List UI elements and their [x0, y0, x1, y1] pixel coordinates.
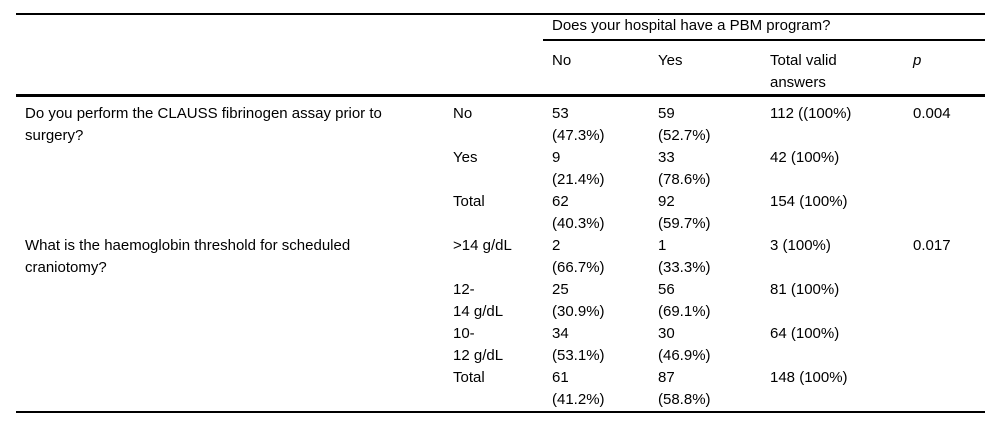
table-row: Total 62 (40.3%) 92 (59.7%) 154 (100%)	[16, 191, 985, 235]
column-header-row: No Yes Total valid answers p	[16, 40, 986, 97]
cell-yes: 30 (46.9%)	[658, 325, 711, 364]
answer-cell: Total	[453, 193, 485, 210]
cell-no: 34 (53.1%)	[552, 325, 605, 364]
cell-no: 53 (47.3%)	[552, 105, 605, 144]
cell-yes: 33 (78.6%)	[658, 149, 711, 188]
cell-total: 3 (100%)	[770, 237, 831, 254]
cell-total: 154 (100%)	[770, 193, 848, 210]
cell-total: 148 (100%)	[770, 369, 848, 386]
cell-p	[904, 191, 985, 235]
cell-no: 61 (41.2%)	[552, 369, 605, 408]
answer-cell: 10- 12 g/dL	[453, 325, 504, 364]
cell-no: 25 (30.9%)	[552, 281, 605, 320]
table-row: Yes 9 (21.4%) 33 (78.6%) 42 (100%)	[16, 147, 985, 191]
question-cell: What is the haemoglobin threshold for sc…	[25, 237, 351, 276]
cell-p	[904, 367, 985, 412]
answer-cell: >14 g/dL	[453, 237, 512, 254]
col-header-total-valid: Total valid answers	[761, 40, 904, 97]
cell-yes: 92 (59.7%)	[658, 193, 711, 232]
cell-yes: 59 (52.7%)	[658, 105, 711, 144]
answer-cell: No	[453, 105, 473, 122]
cell-yes: 1 (33.3%)	[658, 237, 711, 276]
cell-no: 62 (40.3%)	[552, 193, 605, 232]
table-row: 10- 12 g/dL 34 (53.1%) 30 (46.9%) 64 (10…	[16, 323, 985, 367]
table-row: 12- 14 g/dL 25 (30.9%) 56 (69.1%) 81 (10…	[16, 279, 985, 323]
table-row: Total 61 (41.2%) 87 (58.8%) 148 (100%)	[16, 367, 985, 412]
cell-total: 64 (100%)	[770, 325, 840, 342]
cell-p	[904, 147, 985, 191]
answer-cell: 12- 14 g/dL	[453, 281, 504, 320]
cell-p: 0.017	[913, 237, 951, 254]
span-header: Does your hospital have a PBM program?	[543, 14, 986, 41]
page: Does your hospital have a PBM program? N…	[0, 13, 1000, 432]
cell-yes: 56 (69.1%)	[658, 281, 711, 320]
answer-cell: Total	[453, 369, 485, 386]
table-row: What is the haemoglobin threshold for sc…	[16, 235, 985, 279]
cell-total: 81 (100%)	[770, 281, 840, 298]
cell-p	[904, 279, 985, 323]
cell-yes: 87 (58.8%)	[658, 369, 711, 408]
col-header-p: p	[904, 40, 986, 97]
cell-p	[904, 323, 985, 367]
table-row: Do you perform the CLAUSS fibrinogen ass…	[16, 96, 985, 148]
col-header-yes: Yes	[649, 40, 761, 97]
cell-total: 42 (100%)	[770, 149, 840, 166]
survey-table: Does your hospital have a PBM program? N…	[16, 13, 986, 413]
span-header-row: Does your hospital have a PBM program?	[16, 14, 986, 97]
cell-total: 112 ((100%)	[770, 105, 852, 122]
cell-no: 2 (66.7%)	[552, 237, 605, 276]
cell-p: 0.004	[913, 105, 951, 122]
header-corner-cell	[16, 14, 543, 97]
col-header-no: No	[543, 40, 649, 97]
cell-no: 9 (21.4%)	[552, 149, 605, 188]
question-cell: Do you perform the CLAUSS fibrinogen ass…	[25, 105, 382, 144]
answer-cell: Yes	[453, 149, 478, 166]
